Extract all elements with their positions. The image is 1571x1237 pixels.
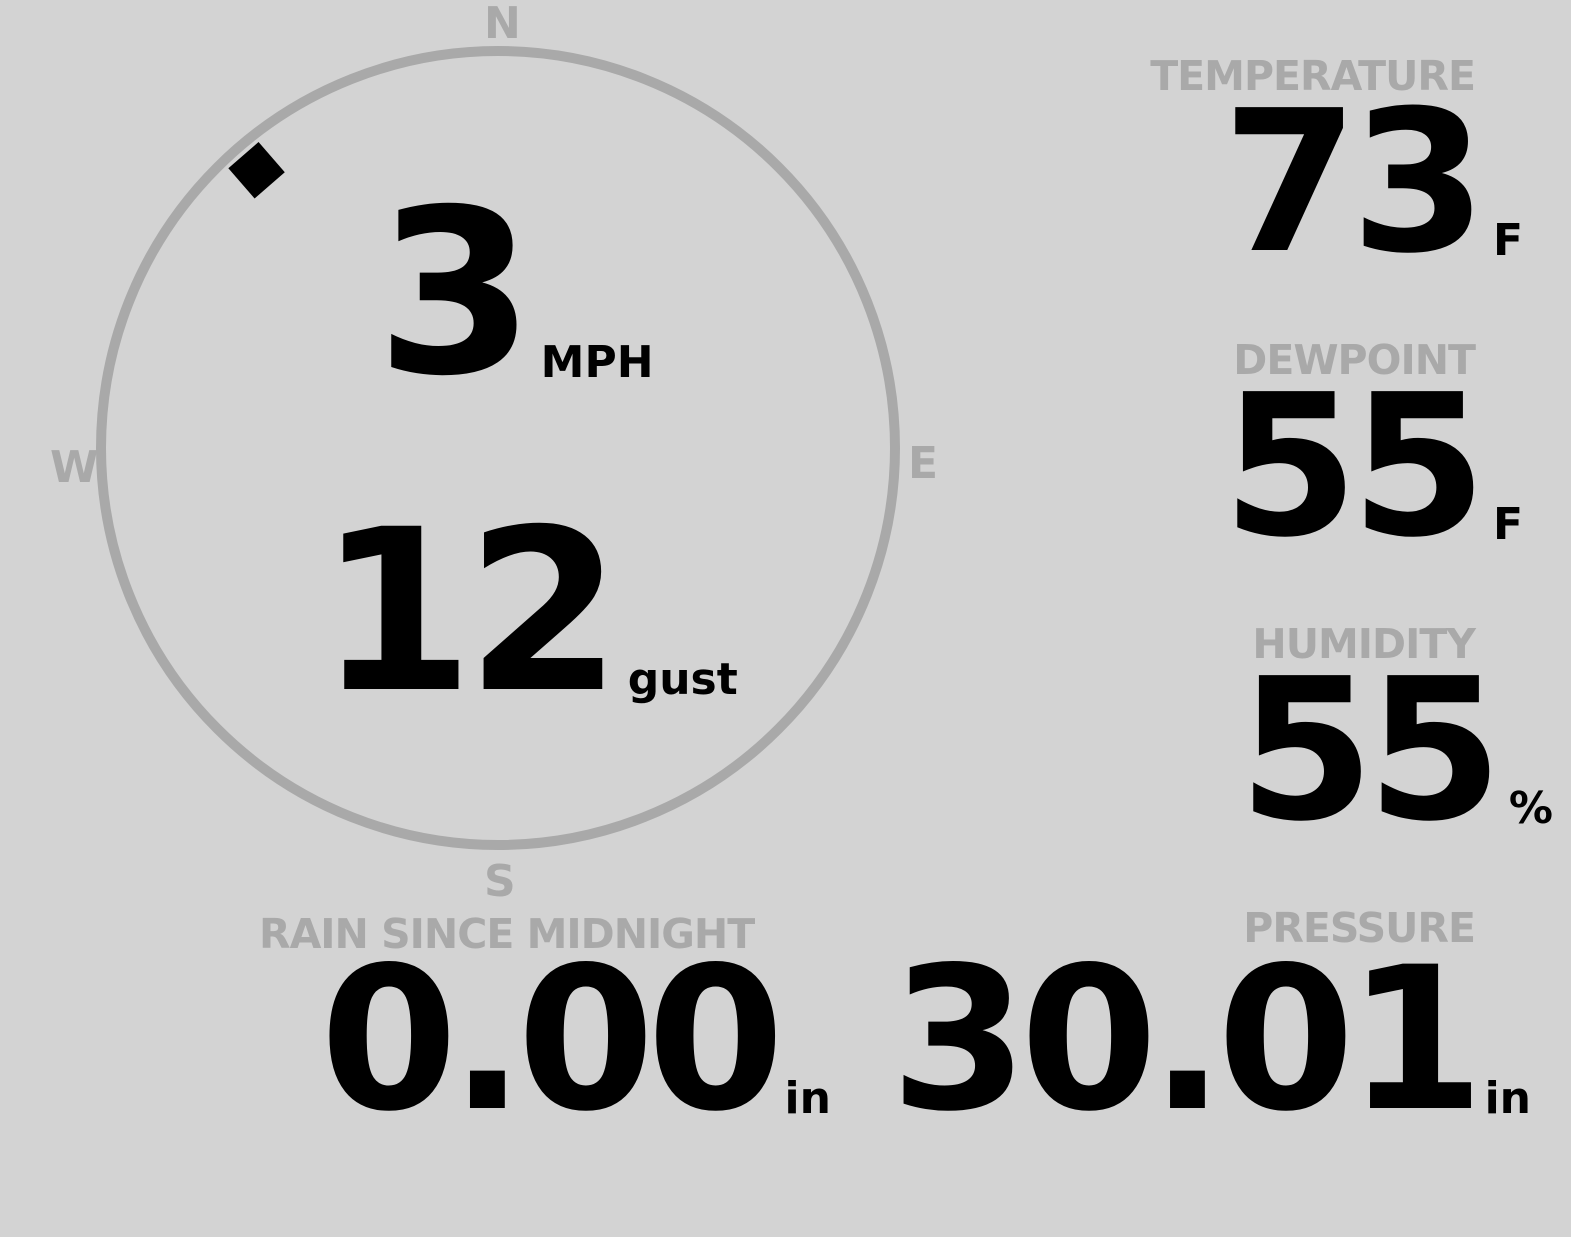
humidity-unit: % xyxy=(1508,783,1553,834)
temperature-value: 73 xyxy=(1222,69,1487,297)
temperature-unit: F xyxy=(1492,215,1523,266)
humidity-value: 55 xyxy=(1238,637,1503,865)
wind-speed-readout: 3 MPH xyxy=(376,160,654,426)
wind-compass xyxy=(96,46,900,850)
dewpoint-label: DEWPOINT xyxy=(1233,336,1476,384)
rain-unit: in xyxy=(784,1072,831,1124)
compass-east-label: E xyxy=(908,438,938,489)
compass-west-label: W xyxy=(50,442,99,493)
wind-speed-unit: MPH xyxy=(540,337,654,388)
rain-value: 0.00 xyxy=(320,924,785,1155)
compass-south-label: S xyxy=(484,856,516,907)
wind-gust-readout: 12 gust xyxy=(318,481,738,742)
dewpoint-readout: 55 F xyxy=(1222,353,1523,581)
humidity-label: HUMIDITY xyxy=(1252,620,1476,668)
rain-label: RAIN SINCE MIDNIGHT xyxy=(259,910,755,958)
wind-direction-marker xyxy=(228,142,285,199)
pressure-unit: in xyxy=(1484,1072,1531,1124)
temperature-label: TEMPERATURE xyxy=(1150,52,1476,100)
pressure-readout: 30.01 in xyxy=(890,924,1531,1155)
compass-north-label: N xyxy=(484,0,521,49)
pressure-value: 30.01 xyxy=(890,924,1484,1155)
wind-speed-value: 3 xyxy=(376,160,535,426)
wind-gust-value: 12 xyxy=(318,481,622,742)
temperature-readout: 73 F xyxy=(1222,69,1523,297)
dewpoint-value: 55 xyxy=(1222,353,1487,581)
rain-readout: 0.00 in xyxy=(320,924,831,1155)
pressure-label: PRESSURE xyxy=(1243,904,1476,952)
dewpoint-unit: F xyxy=(1492,499,1523,550)
wind-gust-unit: gust xyxy=(627,654,738,705)
compass-ring xyxy=(96,46,900,850)
humidity-readout: 55 % xyxy=(1238,637,1553,865)
